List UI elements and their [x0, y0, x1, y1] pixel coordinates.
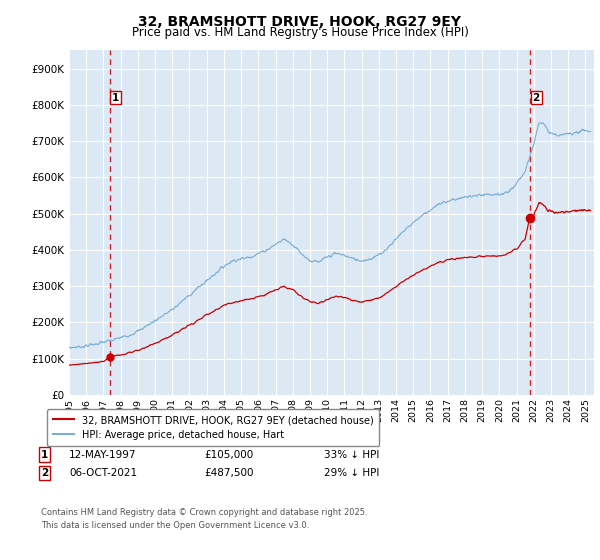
Text: 2: 2 — [532, 92, 539, 102]
Text: 12-MAY-1997: 12-MAY-1997 — [69, 450, 137, 460]
Text: Contains HM Land Registry data © Crown copyright and database right 2025.: Contains HM Land Registry data © Crown c… — [41, 508, 367, 517]
Text: Price paid vs. HM Land Registry's House Price Index (HPI): Price paid vs. HM Land Registry's House … — [131, 26, 469, 39]
Legend: 32, BRAMSHOTT DRIVE, HOOK, RG27 9EY (detached house), HPI: Average price, detach: 32, BRAMSHOTT DRIVE, HOOK, RG27 9EY (det… — [47, 409, 379, 446]
Text: 2: 2 — [41, 468, 48, 478]
Text: 06-OCT-2021: 06-OCT-2021 — [69, 468, 137, 478]
Text: 33% ↓ HPI: 33% ↓ HPI — [324, 450, 379, 460]
Text: £105,000: £105,000 — [204, 450, 253, 460]
Text: £487,500: £487,500 — [204, 468, 254, 478]
Text: This data is licensed under the Open Government Licence v3.0.: This data is licensed under the Open Gov… — [41, 521, 309, 530]
Text: 32, BRAMSHOTT DRIVE, HOOK, RG27 9EY: 32, BRAMSHOTT DRIVE, HOOK, RG27 9EY — [139, 15, 461, 29]
Text: 1: 1 — [112, 92, 119, 102]
Text: 29% ↓ HPI: 29% ↓ HPI — [324, 468, 379, 478]
Text: 1: 1 — [41, 450, 48, 460]
